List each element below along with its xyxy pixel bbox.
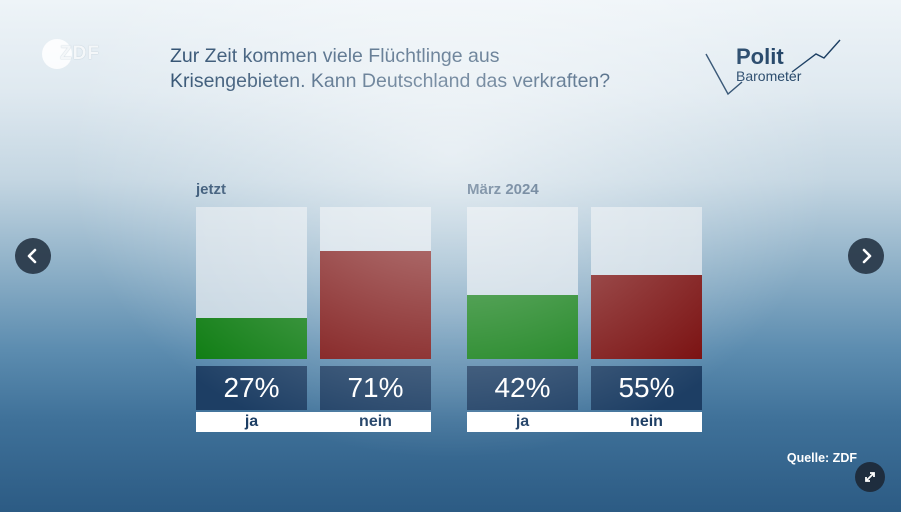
category-label-0-nein: nein xyxy=(320,412,431,432)
politbarometer-check-icon xyxy=(705,39,841,96)
prev-slide-button[interactable] xyxy=(15,238,51,274)
fullscreen-button[interactable] xyxy=(855,462,885,492)
category-label-1-nein: nein xyxy=(591,412,702,432)
next-slide-button[interactable] xyxy=(848,238,884,274)
chevron-left-icon xyxy=(27,248,37,264)
group-label-0: jetzt xyxy=(196,181,226,198)
value-label-0-ja: 27% xyxy=(196,366,307,410)
value-label-1-nein: 55% xyxy=(591,366,702,410)
source-label: Quelle: ZDF xyxy=(786,451,857,465)
bar-1-nein xyxy=(591,275,702,359)
zdf-logo-disc xyxy=(42,39,72,69)
zdf-logo-text: ZDF xyxy=(60,43,100,64)
value-label-0-nein: 71% xyxy=(320,366,431,410)
chevron-right-icon xyxy=(862,248,872,264)
group-label-1: März 2024 xyxy=(467,181,539,198)
chart-title-line-1: Zur Zeit kommen viele Flüchtlinge aus xyxy=(170,45,500,67)
category-label-1-ja: ja xyxy=(467,412,578,432)
politbarometer-line-1: Polit xyxy=(736,44,784,69)
bar-0-ja xyxy=(196,318,307,359)
category-label-0-ja: ja xyxy=(196,412,307,432)
expand-icon xyxy=(865,472,875,482)
politbarometer-line-2: Barometer xyxy=(736,68,802,84)
chart-title: Zur Zeit kommen viele Flüchtlinge aus Kr… xyxy=(170,44,710,94)
value-label-1-ja: 42% xyxy=(467,366,578,410)
chart-title-line-2: Krisengebieten. Kann Deutschland das ver… xyxy=(170,70,611,92)
politbarometer-logo: Polit Barometer xyxy=(700,34,850,100)
bar-1-ja xyxy=(467,295,578,359)
bar-0-nein xyxy=(320,251,431,359)
zdf-logo: ZDF xyxy=(42,38,112,70)
